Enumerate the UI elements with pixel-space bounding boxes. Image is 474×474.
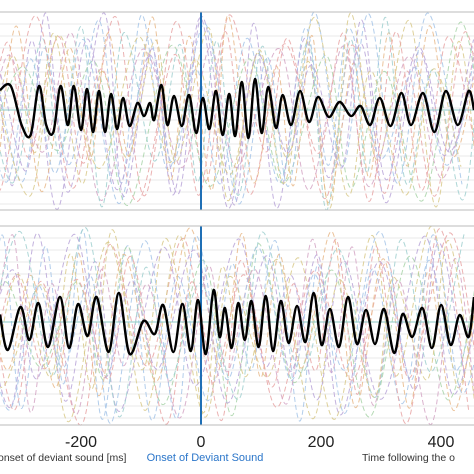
bottom-panel-frame [0,225,474,426]
bottom-panel-mean-waveform [0,288,474,356]
trial-trace [0,229,474,422]
trial-trace [0,12,474,209]
trial-trace [0,227,474,412]
trial-trace [0,228,470,425]
bottom-panel [0,225,474,426]
x-tick-label: 0 [197,434,206,451]
x-tick-label: -200 [65,434,97,451]
trial-trace [0,11,463,205]
trial-trace [0,225,474,423]
trial-trace [0,229,474,420]
trial-trace [0,230,474,424]
x-axis: -200 0 200 400 onset of deviant sound [m… [0,434,455,464]
onset-label: Onset of Deviant Sound [147,452,264,464]
trial-trace [0,12,474,209]
trial-trace [0,15,474,202]
top-panel [0,11,474,211]
trial-trace [0,14,474,200]
x-tick-label: 400 [428,434,455,451]
trial-trace [0,234,474,426]
trial-trace [0,233,465,416]
top-panel-frame [0,11,474,211]
x-tick-label: 200 [308,434,335,451]
x-axis-label-left: onset of deviant sound [ms] [0,452,126,464]
trial-trace [0,32,474,201]
x-axis-label-right: Time following the o [362,452,455,464]
bottom-panel-trial-traces [0,225,474,426]
trial-trace [0,21,474,207]
top-panel-mean-waveform [0,77,474,140]
trial-trace [0,15,474,203]
trial-trace [0,232,474,412]
